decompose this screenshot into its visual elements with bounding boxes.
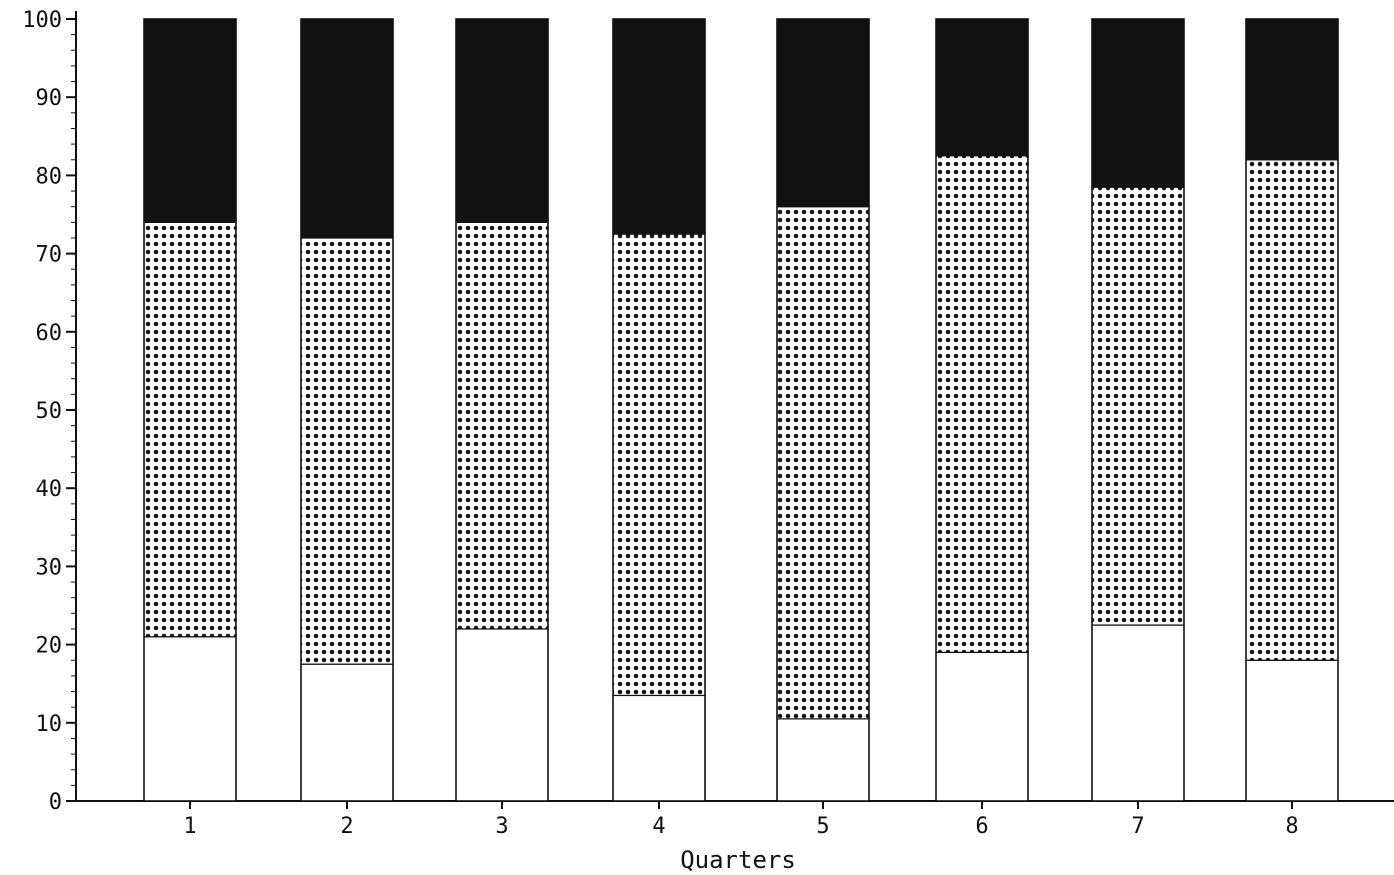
y-tick-label: 50 (36, 399, 63, 424)
bar-segment-2 (143, 221, 237, 638)
y-tick-label: 100 (22, 8, 62, 33)
bar-segment-1 (612, 694, 706, 802)
bar-outline (776, 18, 870, 802)
bar-segment-1 (455, 628, 549, 802)
bar-outline (935, 18, 1029, 802)
bar-segment-3 (612, 18, 706, 235)
bar-segment-1 (1091, 624, 1185, 802)
bar-segment-2 (776, 206, 870, 720)
bar-segment-1 (1245, 659, 1339, 802)
bar-segment-1 (300, 663, 394, 802)
x-tick-label: 7 (1131, 814, 1144, 839)
bar-segment-2 (612, 233, 706, 697)
bar-outline (300, 18, 394, 802)
bar-segment-3 (455, 18, 549, 223)
x-tick-label: 1 (183, 814, 196, 839)
bar-segment-2 (455, 221, 549, 630)
y-tick-label: 90 (36, 86, 63, 111)
bar-segment-3 (1091, 18, 1185, 188)
y-tick-label: 70 (36, 243, 63, 268)
bar-segment-1 (143, 636, 237, 802)
y-tick-label: 40 (36, 477, 63, 502)
bar-segment-3 (935, 18, 1029, 157)
bar-outline (455, 18, 549, 802)
x-axis-title: Quarters (680, 846, 796, 874)
bar-stack (935, 18, 1029, 802)
x-tick-label: 5 (816, 814, 829, 839)
bar-segment-3 (300, 18, 394, 239)
y-axis: 0 10 20 30 40 50 60 70 80 90 100 (22, 8, 77, 815)
bar-stack (455, 18, 549, 802)
bar-segment-2 (1091, 186, 1185, 626)
bar-segment-1 (776, 718, 870, 802)
y-tick-label: 20 (36, 634, 63, 659)
bar-outline (612, 18, 706, 802)
y-tick-label: 80 (36, 164, 63, 189)
bar-stack (143, 18, 237, 802)
bars (143, 18, 1339, 802)
x-tick-label: 2 (340, 814, 353, 839)
bar-segment-2 (1245, 159, 1339, 661)
x-tick-label: 3 (495, 814, 508, 839)
bar-segment-3 (1245, 18, 1339, 161)
bar-segment-2 (300, 237, 394, 665)
bar-stack (1091, 18, 1185, 802)
bar-segment-2 (935, 155, 1029, 654)
x-tick-label: 8 (1285, 814, 1298, 839)
y-tick-label: 0 (49, 790, 62, 815)
bar-stack (612, 18, 706, 802)
bar-outline (143, 18, 237, 802)
bar-stack (776, 18, 870, 802)
x-tick-label: 4 (652, 814, 665, 839)
y-tick-label: 60 (36, 321, 63, 346)
y-tick-label: 10 (36, 712, 63, 737)
bar-segment-3 (143, 18, 237, 223)
bar-segment-3 (776, 18, 870, 208)
x-axis: 1 2 3 4 5 6 7 8 (76, 800, 1394, 839)
bar-outline (1245, 18, 1339, 802)
bar-segment-1 (935, 651, 1029, 802)
bar-stack (1245, 18, 1339, 802)
x-tick-label: 6 (975, 814, 988, 839)
bar-stack (300, 18, 394, 802)
bar-outline (1091, 18, 1185, 802)
y-tick-label: 30 (36, 555, 63, 580)
